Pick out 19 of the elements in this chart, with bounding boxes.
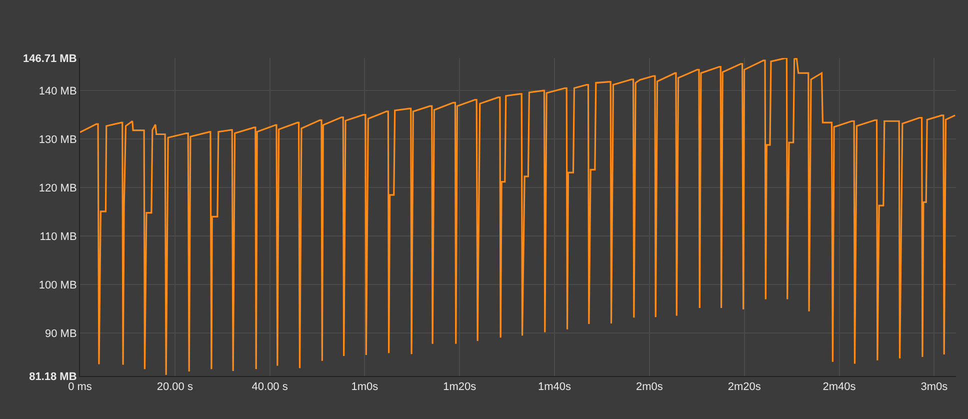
y-tick-label: 90 MB — [45, 328, 77, 340]
y-tick-label: 146.71 MB — [22, 52, 77, 65]
x-tick-label: 1m0s — [351, 381, 379, 394]
y-tick-label: 140 MB — [38, 85, 77, 98]
y-tick-label: 120 MB — [38, 182, 77, 194]
y-tick-label: 81.18 MB — [29, 370, 77, 383]
x-tick-label: 20.00 s — [156, 381, 194, 394]
line-series — [80, 58, 956, 376]
x-tick-label: 2m0s — [636, 381, 664, 394]
y-tick-label: 130 MB — [38, 134, 77, 146]
x-tick-label: 3m0s — [920, 381, 948, 394]
y-tick-label: 100 MB — [38, 280, 77, 292]
x-tick-label: 2m20s — [728, 381, 762, 394]
x-tick-label: 1m20s — [443, 381, 477, 394]
x-tick-label: 40.00 s — [252, 381, 288, 394]
x-tick-label: 0 ms — [68, 381, 92, 394]
y-tick-label: 110 MB — [40, 230, 77, 243]
x-tick-label: 1m40s — [538, 381, 572, 394]
x-tick-label: 2m40s — [822, 381, 856, 394]
